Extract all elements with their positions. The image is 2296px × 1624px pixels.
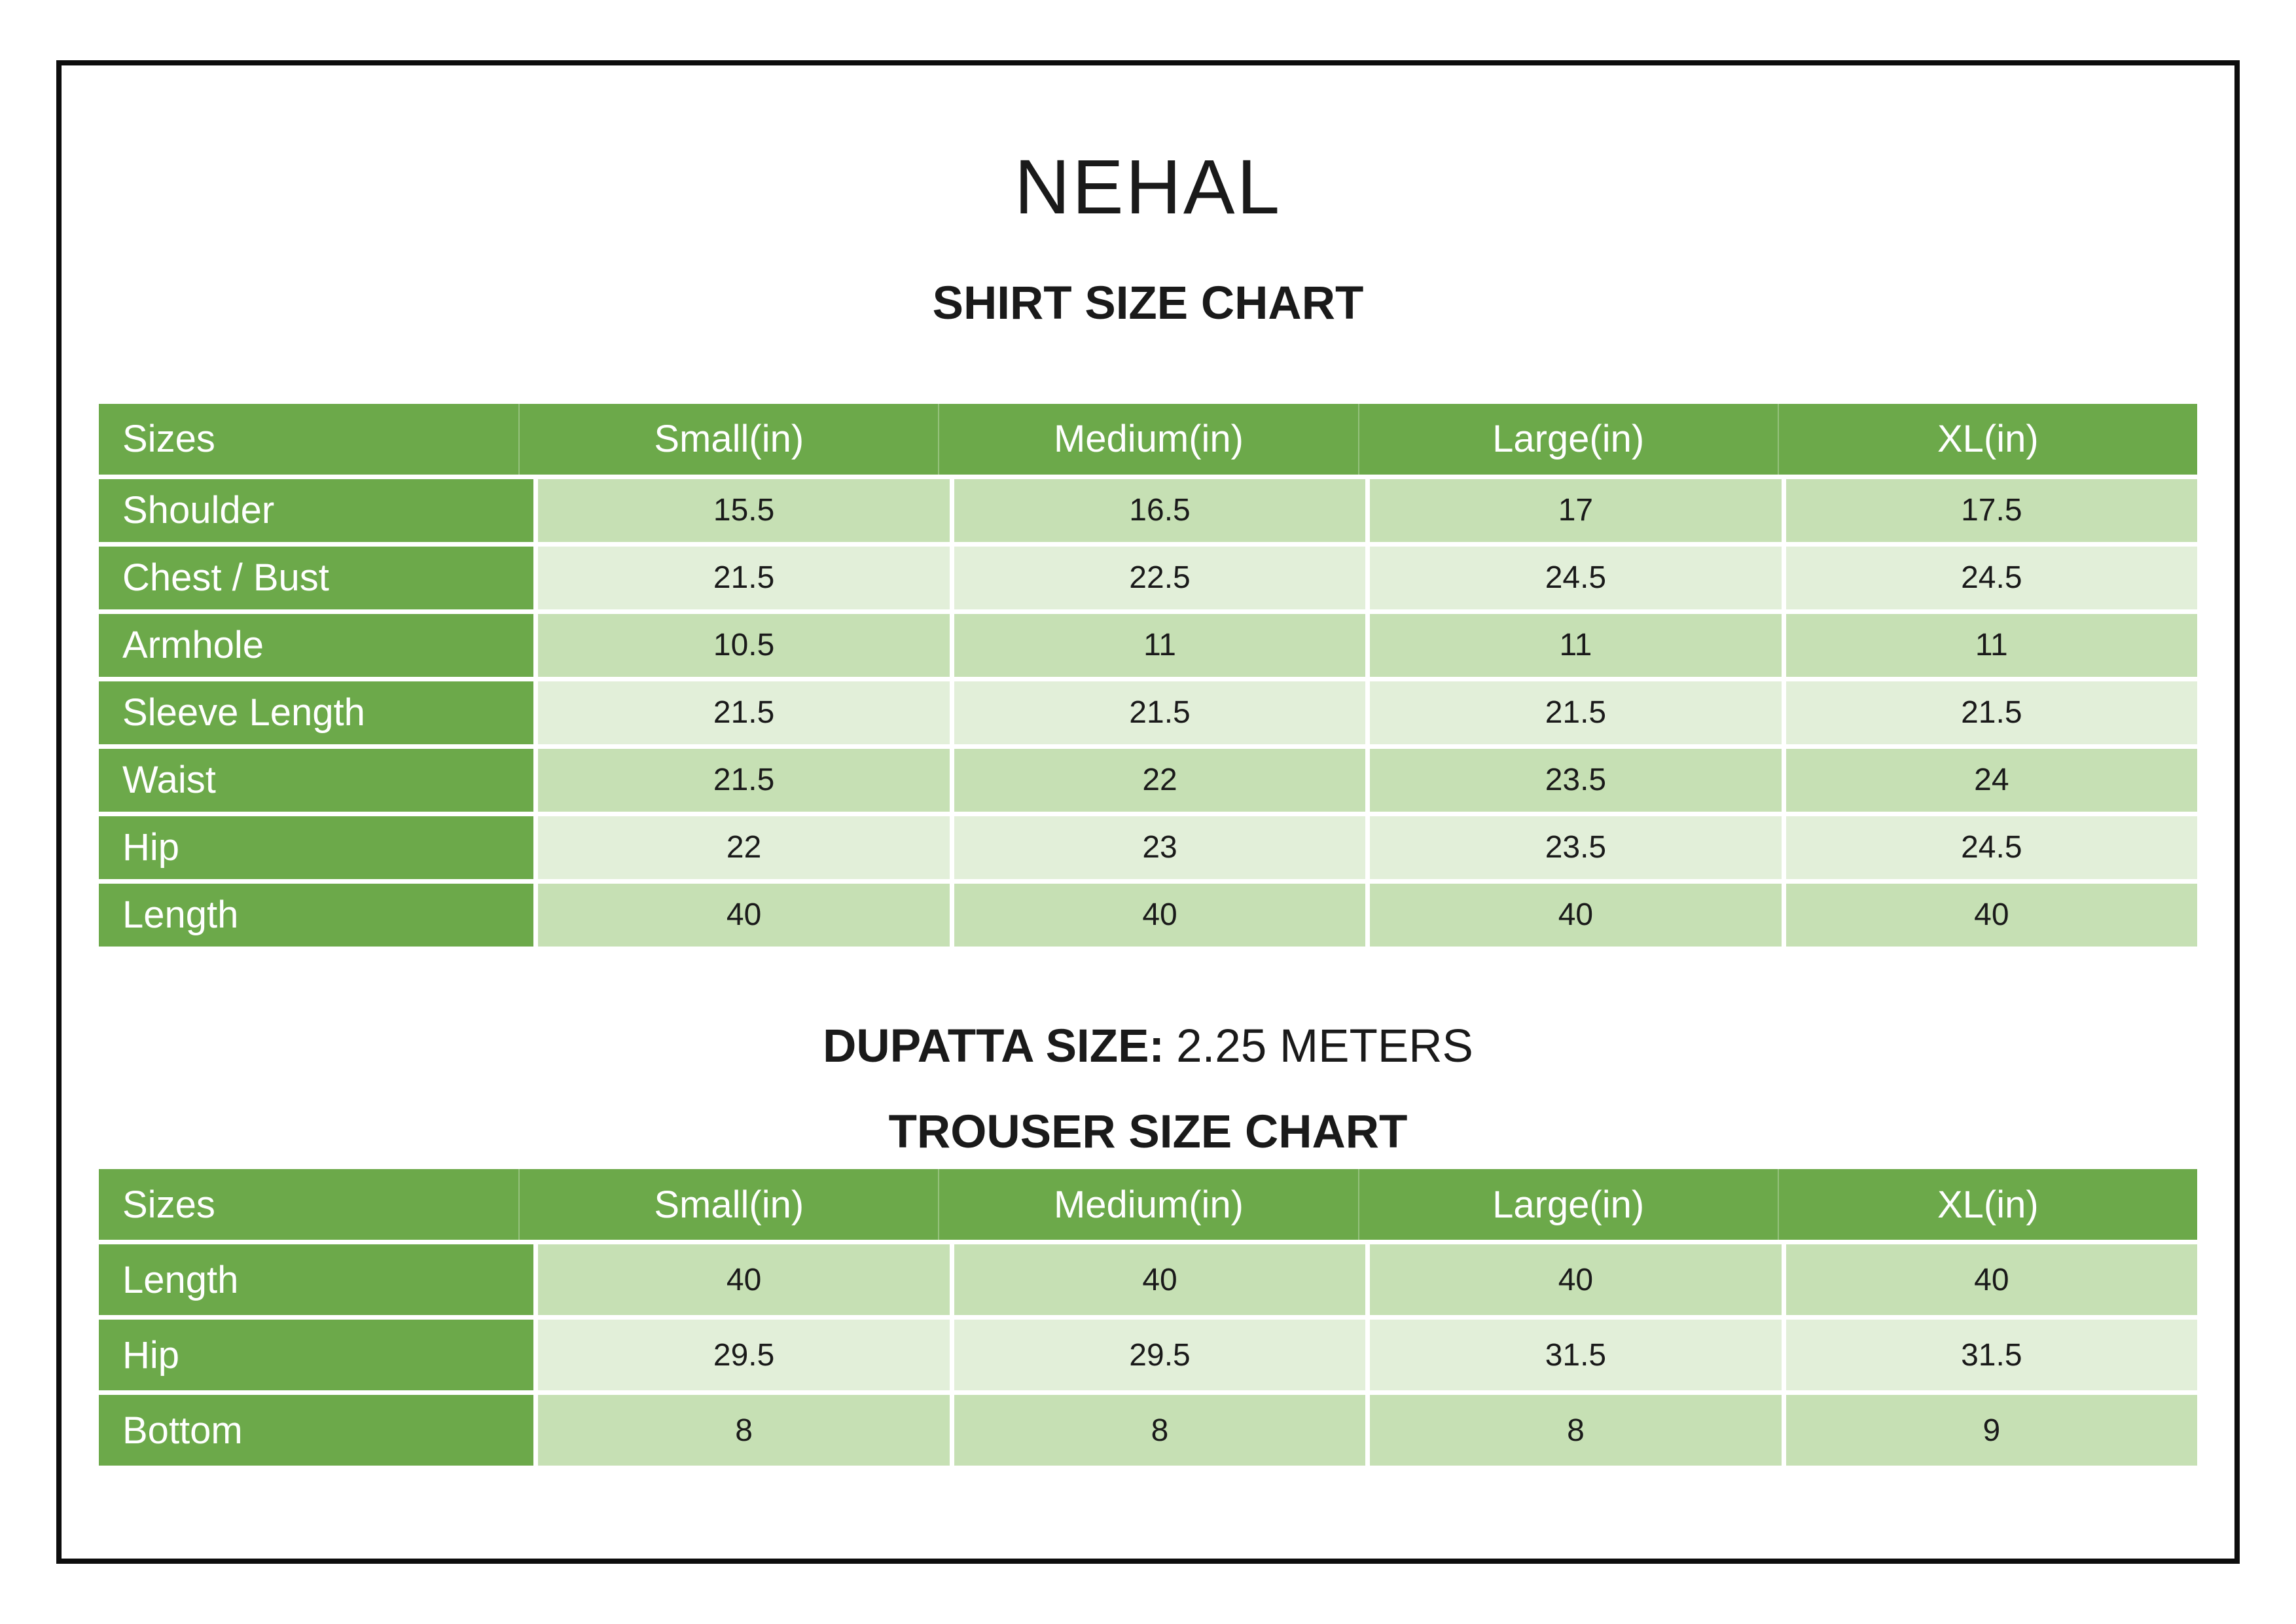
value-cell: 22.5 <box>954 546 1366 609</box>
row-label-cell: Armhole <box>99 613 534 677</box>
header-cell-sizes: Sizes <box>122 1183 215 1226</box>
value-cell: 15.5 <box>538 478 950 542</box>
value-cell: 21.5 <box>538 681 950 744</box>
shirt-size-table: Sizes Small(in) Medium(in) Large(in) XL(in) S… <box>99 403 2198 947</box>
value-cell: 11 <box>954 613 1366 677</box>
row-label-cell: Waist <box>99 748 534 812</box>
value-cell: 17.5 <box>1785 478 2198 542</box>
dupatta-size-text: DUPATTA SIZE: 2.25 METERS <box>62 1020 2234 1073</box>
row-label-cell: Bottom <box>99 1395 534 1466</box>
value-cell: 29.5 <box>538 1320 950 1391</box>
value-cell: 21.5 <box>1785 681 2198 744</box>
table-row: Hip 22 23 23.5 24.5 <box>99 816 2198 879</box>
value-cell: 24 <box>1785 748 2198 812</box>
value-cell: 40 <box>1370 1244 1782 1316</box>
value-cell: 11 <box>1370 613 1782 677</box>
brand-title: NEHAL <box>1014 144 1282 230</box>
table-row: Armhole 10.5 11 11 11 <box>99 613 2198 677</box>
value-cell: 31.5 <box>1370 1320 1782 1391</box>
row-label-cell: Sleeve Length <box>99 681 534 744</box>
header-cell: Large(in) <box>1357 403 1778 475</box>
row-label-cell: Length <box>99 883 534 947</box>
page-frame: NEHAL SHIRT SIZE CHART Sizes Small(in) Med… <box>56 60 2240 1564</box>
value-cell: 23.5 <box>1370 748 1782 812</box>
table-row: Hip 29.5 29.5 31.5 31.5 <box>99 1320 2198 1391</box>
value-cell: 40 <box>1370 883 1782 947</box>
table-row: Sleeve Length 21.5 21.5 21.5 21.5 <box>99 681 2198 744</box>
row-label-cell: Shoulder <box>99 478 534 542</box>
header-cell: XL(in) <box>1777 1169 2197 1240</box>
row-label-cell: Length <box>99 1244 534 1316</box>
table-header-row: Sizes Small(in) Medium(in) Large(in) XL(in) <box>99 1169 2197 1240</box>
dupatta-size-label: DUPATTA SIZE: <box>823 1020 1165 1072</box>
value-cell: 21.5 <box>954 681 1366 744</box>
value-cell: 16.5 <box>954 478 1366 542</box>
table-row: Bottom 8 8 8 9 <box>99 1395 2198 1466</box>
value-cell: 23 <box>954 816 1366 879</box>
header-cell: Large(in) <box>1357 1169 1778 1240</box>
value-cell: 40 <box>1785 883 2198 947</box>
value-cell: 29.5 <box>954 1320 1366 1391</box>
value-cell: 40 <box>538 883 950 947</box>
value-cell: 22 <box>538 816 950 879</box>
value-cell: 40 <box>538 1244 950 1316</box>
value-cell: 24.5 <box>1785 816 2198 879</box>
header-cell: Medium(in) <box>938 403 1357 475</box>
row-label-cell: Chest / Bust <box>99 546 534 609</box>
table-row: Chest / Bust 21.5 22.5 24.5 24.5 <box>99 546 2198 609</box>
value-cell: 24.5 <box>1370 546 1782 609</box>
trouser-size-table: Sizes Small(in) Medium(in) Large(in) XL(in) L… <box>99 1169 2198 1466</box>
table-row: Waist 21.5 22 23.5 24 <box>99 748 2198 812</box>
value-cell: 17 <box>1370 478 1782 542</box>
value-cell: 8 <box>954 1395 1366 1466</box>
value-cell: 21.5 <box>538 546 950 609</box>
value-cell: 24.5 <box>1785 546 2198 609</box>
value-cell: 11 <box>1785 613 2198 677</box>
row-label-cell: Hip <box>99 816 534 879</box>
header-cell: Small(in) <box>518 403 938 475</box>
value-cell: 40 <box>954 1244 1366 1316</box>
value-cell: 40 <box>954 883 1366 947</box>
value-cell: 23.5 <box>1370 816 1782 879</box>
trouser-chart-title: TROUSER SIZE CHART <box>888 1106 1408 1158</box>
value-cell: 10.5 <box>538 613 950 677</box>
value-cell: 8 <box>1370 1395 1782 1466</box>
value-cell: 21.5 <box>538 748 950 812</box>
row-label-cell: Hip <box>99 1320 534 1391</box>
value-cell: 8 <box>538 1395 950 1466</box>
value-cell: 21.5 <box>1370 681 1782 744</box>
table-header-row: Sizes Small(in) Medium(in) Large(in) XL(in) <box>99 403 2197 475</box>
value-cell: 9 <box>1785 1395 2198 1466</box>
dupatta-size-value: 2.25 METERS <box>1176 1020 1473 1072</box>
table-row: Length 40 40 40 40 <box>99 1244 2198 1316</box>
value-cell: 22 <box>954 748 1366 812</box>
value-cell: 40 <box>1785 1244 2198 1316</box>
header-cell: XL(in) <box>1777 403 2197 475</box>
table-row: Length 40 40 40 40 <box>99 883 2198 947</box>
shirt-chart-title: SHIRT SIZE CHART <box>932 278 1364 329</box>
header-cell: Medium(in) <box>938 1169 1357 1240</box>
table-row: Shoulder 15.5 16.5 17 17.5 <box>99 478 2198 542</box>
header-cell: Small(in) <box>518 1169 938 1240</box>
header-cell-sizes: Sizes <box>122 418 215 461</box>
value-cell: 31.5 <box>1785 1320 2198 1391</box>
